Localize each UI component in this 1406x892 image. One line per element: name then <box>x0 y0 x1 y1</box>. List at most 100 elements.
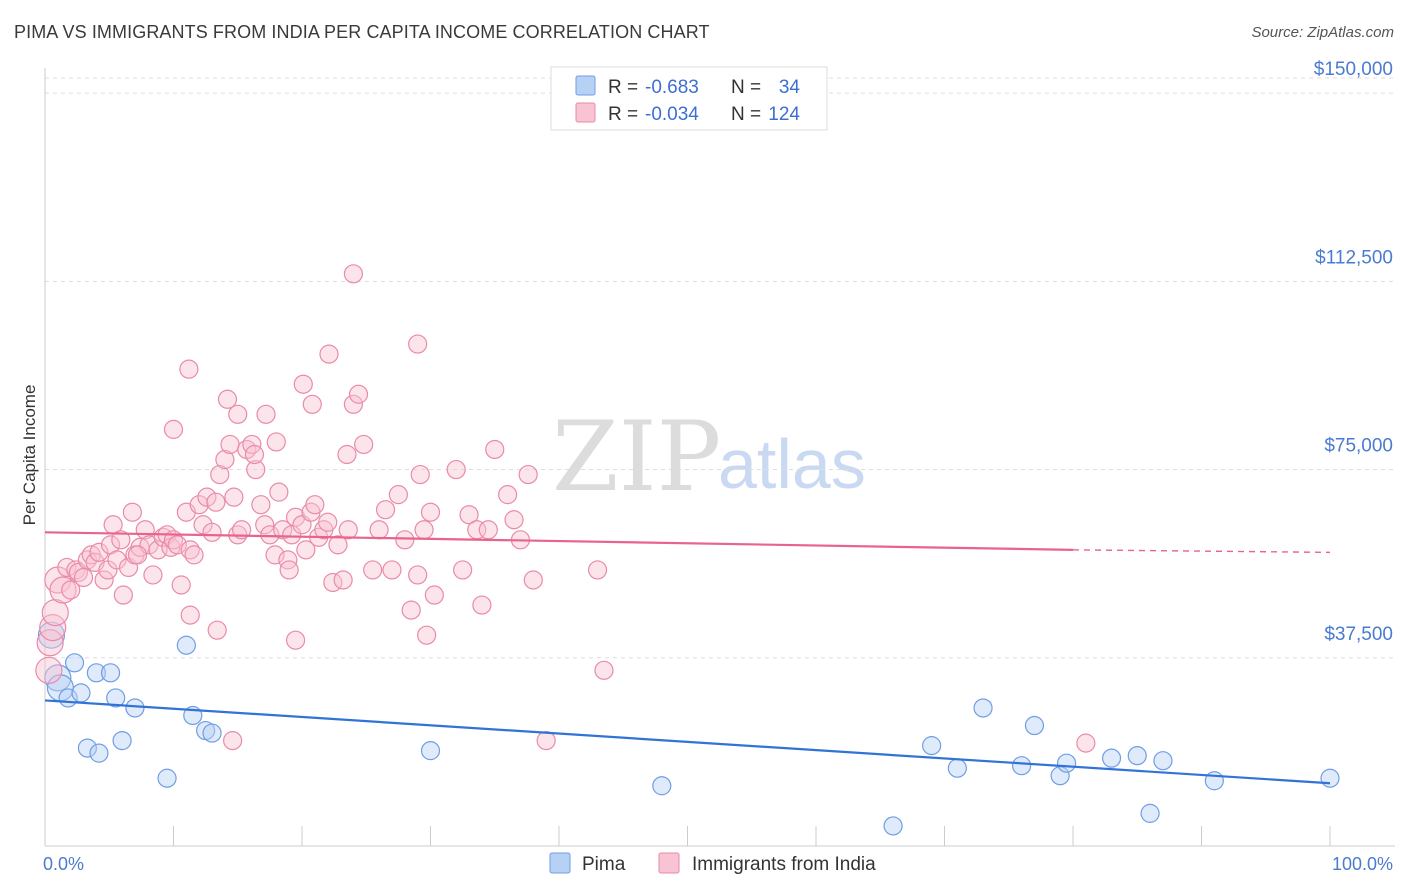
pima-point <box>1011 756 1032 776</box>
pima-point <box>1140 803 1160 823</box>
india-point <box>215 449 235 470</box>
source-credit: Source: ZipAtlas.com <box>1251 24 1394 41</box>
india-point <box>363 560 383 580</box>
india-point <box>343 394 363 414</box>
pima-point <box>922 736 942 756</box>
india-point <box>202 522 222 542</box>
india-point <box>163 419 184 439</box>
india-point <box>220 434 240 455</box>
india-point <box>179 359 199 379</box>
x-tick-label-min: 0.0% <box>43 854 84 874</box>
india-point <box>122 502 142 522</box>
india-point <box>293 374 313 394</box>
india-point <box>318 512 338 532</box>
india-point <box>228 404 248 424</box>
india-point <box>338 520 358 540</box>
india-point <box>305 495 325 515</box>
india-point <box>594 660 614 680</box>
india-point <box>207 620 227 640</box>
india-point <box>319 344 339 364</box>
watermark-atlas: atlas <box>718 425 866 503</box>
legend-r-label-pima: R = <box>608 77 638 98</box>
india-point <box>328 535 348 555</box>
india-point <box>343 264 363 284</box>
pima-point <box>1024 715 1045 736</box>
india-point <box>171 575 191 595</box>
india-point <box>504 510 524 530</box>
india-point <box>337 444 357 465</box>
india-point <box>107 550 127 570</box>
india-point <box>472 595 492 615</box>
legend-n-value-india: 124 <box>768 104 800 125</box>
pima-point <box>947 758 967 778</box>
india-point <box>536 730 556 751</box>
india-point <box>269 482 289 502</box>
india-point <box>408 334 428 354</box>
legend-r-value-india: -0.034 <box>645 104 699 125</box>
india-point <box>587 560 608 580</box>
legend-n-value-pima: 34 <box>779 77 801 98</box>
india-point <box>285 630 306 650</box>
pima-point <box>71 683 91 703</box>
y-axis-title: Per Capita Income <box>20 385 39 526</box>
india-point <box>414 520 434 540</box>
pima-point <box>86 663 107 683</box>
india-point <box>217 389 238 409</box>
india-point <box>127 545 148 565</box>
india-point <box>410 464 430 485</box>
india-point <box>273 520 293 540</box>
pima-point <box>176 635 196 655</box>
india-trend-extension <box>1072 549 1331 554</box>
india-point <box>453 560 473 580</box>
india-point <box>35 656 63 684</box>
india-point <box>255 515 275 535</box>
india-point <box>265 545 285 565</box>
india-point <box>244 444 265 465</box>
india-point <box>89 542 109 562</box>
india-point <box>189 495 209 515</box>
india-point <box>485 439 505 460</box>
india-point <box>184 545 204 565</box>
india-point <box>459 505 479 525</box>
pima-point <box>37 621 66 649</box>
india-point <box>41 598 69 627</box>
pima-point <box>420 741 441 761</box>
india-point <box>266 432 286 452</box>
india-point <box>523 570 543 590</box>
india-points <box>35 264 1096 753</box>
india-point <box>302 394 322 414</box>
bottom-legend-label-pima: Pima <box>582 854 626 875</box>
bottom-legend: Pima Immigrants from India <box>549 852 876 875</box>
india-point <box>382 560 402 580</box>
pima-point <box>44 664 72 692</box>
pima-point <box>652 776 672 796</box>
india-point <box>113 585 133 605</box>
india-point <box>180 605 200 625</box>
pima-point <box>1127 746 1147 766</box>
india-point <box>256 404 276 424</box>
india-point <box>61 580 81 600</box>
india-point <box>197 487 217 507</box>
india-point <box>518 464 538 485</box>
pima-point <box>112 730 132 751</box>
india-point <box>246 459 266 480</box>
india-point <box>478 520 498 540</box>
grid-lines <box>45 77 1395 659</box>
axes <box>44 68 1395 847</box>
india-point <box>94 570 114 590</box>
pima-point <box>89 743 109 763</box>
chart-title: PIMA VS IMMIGRANTS FROM INDIA PER CAPITA… <box>14 22 710 42</box>
pima-point <box>1056 753 1077 773</box>
bottom-legend-label-india: Immigrants from India <box>692 854 876 875</box>
legend-swatch-pima <box>575 75 596 96</box>
india-point <box>369 520 389 540</box>
india-point <box>348 384 369 404</box>
india-point <box>73 567 94 588</box>
india-point <box>446 459 466 480</box>
y-tick-labels: $37,500 $75,000 $112,500 $150,000 <box>1314 59 1393 645</box>
india-point <box>333 570 353 590</box>
legend-swatch-india <box>575 102 596 123</box>
india-point <box>210 464 230 485</box>
bottom-legend-swatch-india <box>658 852 680 874</box>
india-point <box>224 487 244 507</box>
